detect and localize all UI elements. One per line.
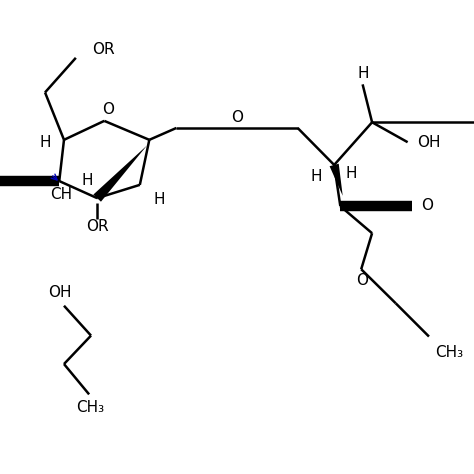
Text: H: H — [154, 191, 165, 207]
Polygon shape — [329, 164, 343, 196]
Text: OR: OR — [86, 219, 109, 234]
Text: H: H — [311, 169, 322, 184]
Text: O: O — [231, 110, 243, 125]
Text: H: H — [82, 173, 93, 188]
Text: H: H — [346, 165, 357, 181]
Text: OH: OH — [417, 135, 441, 150]
Text: O: O — [356, 273, 368, 288]
Text: H: H — [39, 135, 51, 150]
Text: O: O — [102, 101, 114, 117]
Polygon shape — [93, 146, 147, 202]
Text: CH: CH — [50, 187, 73, 202]
Text: O: O — [421, 198, 433, 213]
Text: CH₃: CH₃ — [435, 345, 463, 360]
Text: CH₃: CH₃ — [76, 400, 104, 415]
Text: H: H — [358, 66, 369, 82]
Text: OH: OH — [48, 285, 72, 300]
Text: OR: OR — [92, 42, 115, 57]
